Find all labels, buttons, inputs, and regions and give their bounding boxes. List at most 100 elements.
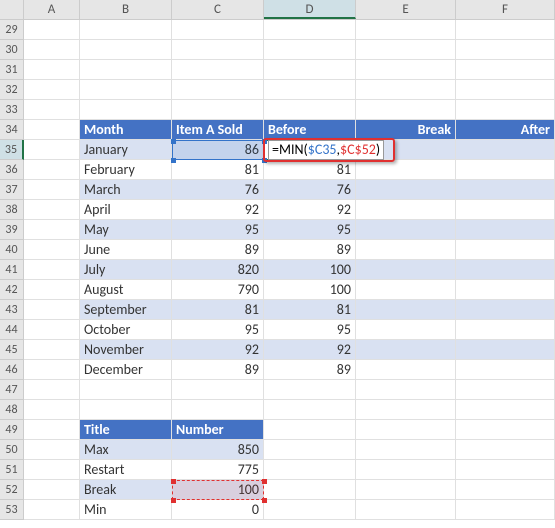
row-header-52[interactable]: 52 bbox=[0, 480, 24, 500]
cell-F44[interactable] bbox=[456, 320, 555, 340]
cell-C35[interactable]: 86 bbox=[172, 140, 264, 160]
cell-C51[interactable]: 775 bbox=[172, 460, 264, 480]
cell-D51[interactable] bbox=[264, 460, 356, 480]
row-header-53[interactable]: 53 bbox=[0, 500, 24, 520]
cell-D33[interactable] bbox=[264, 100, 356, 120]
cell-D32[interactable] bbox=[264, 80, 356, 100]
cell-C42[interactable]: 790 bbox=[172, 280, 264, 300]
cell-C30[interactable] bbox=[172, 40, 264, 60]
cell-E50[interactable] bbox=[356, 440, 456, 460]
cell-F52[interactable] bbox=[456, 480, 555, 500]
cell-B53[interactable]: Min bbox=[80, 500, 172, 520]
cell-B41[interactable]: July bbox=[80, 260, 172, 280]
cell-F40[interactable] bbox=[456, 240, 555, 260]
cell-C43[interactable]: 81 bbox=[172, 300, 264, 320]
cell-E36[interactable] bbox=[356, 160, 456, 180]
row-header-37[interactable]: 37 bbox=[0, 180, 24, 200]
cell-D35[interactable]: =MIN($C35,$C$52) bbox=[264, 140, 356, 160]
cell-B34[interactable]: Month bbox=[80, 120, 172, 140]
cell-C46[interactable]: 89 bbox=[172, 360, 264, 380]
cell-A36[interactable] bbox=[24, 160, 80, 180]
select-all-corner[interactable] bbox=[0, 0, 24, 19]
cell-C45[interactable]: 92 bbox=[172, 340, 264, 360]
cell-F45[interactable] bbox=[456, 340, 555, 360]
cell-E43[interactable] bbox=[356, 300, 456, 320]
cell-B40[interactable]: June bbox=[80, 240, 172, 260]
cell-E37[interactable] bbox=[356, 180, 456, 200]
row-header-48[interactable]: 48 bbox=[0, 400, 24, 420]
cell-F37[interactable] bbox=[456, 180, 555, 200]
cell-C31[interactable] bbox=[172, 60, 264, 80]
cell-A52[interactable] bbox=[24, 480, 80, 500]
row-header-34[interactable]: 34 bbox=[0, 120, 24, 140]
cell-D36[interactable]: 81 bbox=[264, 160, 356, 180]
row-header-29[interactable]: 29 bbox=[0, 20, 24, 40]
cell-A29[interactable] bbox=[24, 20, 80, 40]
cell-D44[interactable]: 95 bbox=[264, 320, 356, 340]
cell-B37[interactable]: March bbox=[80, 180, 172, 200]
cell-D42[interactable]: 100 bbox=[264, 280, 356, 300]
cell-E47[interactable] bbox=[356, 380, 456, 400]
row-header-41[interactable]: 41 bbox=[0, 260, 24, 280]
cell-D46[interactable]: 89 bbox=[264, 360, 356, 380]
cell-D40[interactable]: 89 bbox=[264, 240, 356, 260]
cell-F38[interactable] bbox=[456, 200, 555, 220]
cell-E49[interactable] bbox=[356, 420, 456, 440]
cell-A53[interactable] bbox=[24, 500, 80, 520]
cell-F48[interactable] bbox=[456, 400, 555, 420]
cell-A32[interactable] bbox=[24, 80, 80, 100]
row-header-32[interactable]: 32 bbox=[0, 80, 24, 100]
row-header-40[interactable]: 40 bbox=[0, 240, 24, 260]
cell-D45[interactable]: 92 bbox=[264, 340, 356, 360]
cell-F43[interactable] bbox=[456, 300, 555, 320]
cell-C47[interactable] bbox=[172, 380, 264, 400]
row-header-46[interactable]: 46 bbox=[0, 360, 24, 380]
cell-E39[interactable] bbox=[356, 220, 456, 240]
cell-B36[interactable]: February bbox=[80, 160, 172, 180]
cell-B29[interactable] bbox=[80, 20, 172, 40]
cell-B32[interactable] bbox=[80, 80, 172, 100]
cell-B42[interactable]: August bbox=[80, 280, 172, 300]
row-header-42[interactable]: 42 bbox=[0, 280, 24, 300]
row-header-38[interactable]: 38 bbox=[0, 200, 24, 220]
cell-F30[interactable] bbox=[456, 40, 555, 60]
cell-B49[interactable]: Title bbox=[80, 420, 172, 440]
cell-B51[interactable]: Restart bbox=[80, 460, 172, 480]
cell-E40[interactable] bbox=[356, 240, 456, 260]
cell-B50[interactable]: Max bbox=[80, 440, 172, 460]
row-header-35[interactable]: 35 bbox=[0, 140, 24, 160]
cell-C52[interactable]: 100 bbox=[172, 480, 264, 500]
cell-C34[interactable]: Item A Sold bbox=[172, 120, 264, 140]
cell-F33[interactable] bbox=[456, 100, 555, 120]
cell-E32[interactable] bbox=[356, 80, 456, 100]
cell-D48[interactable] bbox=[264, 400, 356, 420]
col-header-C[interactable]: C bbox=[172, 0, 264, 19]
cell-A47[interactable] bbox=[24, 380, 80, 400]
cell-C36[interactable]: 81 bbox=[172, 160, 264, 180]
row-header-44[interactable]: 44 bbox=[0, 320, 24, 340]
row-header-36[interactable]: 36 bbox=[0, 160, 24, 180]
cell-B43[interactable]: September bbox=[80, 300, 172, 320]
row-header-50[interactable]: 50 bbox=[0, 440, 24, 460]
row-header-51[interactable]: 51 bbox=[0, 460, 24, 480]
cell-E45[interactable] bbox=[356, 340, 456, 360]
cell-E41[interactable] bbox=[356, 260, 456, 280]
cell-D39[interactable]: 95 bbox=[264, 220, 356, 240]
cell-E31[interactable] bbox=[356, 60, 456, 80]
cell-A45[interactable] bbox=[24, 340, 80, 360]
cell-A46[interactable] bbox=[24, 360, 80, 380]
cell-B44[interactable]: October bbox=[80, 320, 172, 340]
cell-F39[interactable] bbox=[456, 220, 555, 240]
cell-C50[interactable]: 850 bbox=[172, 440, 264, 460]
cell-A48[interactable] bbox=[24, 400, 80, 420]
cell-E42[interactable] bbox=[356, 280, 456, 300]
cell-E34[interactable]: Break bbox=[356, 120, 456, 140]
cell-D37[interactable]: 76 bbox=[264, 180, 356, 200]
col-header-D[interactable]: D bbox=[264, 0, 356, 19]
cell-A38[interactable] bbox=[24, 200, 80, 220]
row-header-45[interactable]: 45 bbox=[0, 340, 24, 360]
cell-E33[interactable] bbox=[356, 100, 456, 120]
cell-E46[interactable] bbox=[356, 360, 456, 380]
cell-B33[interactable] bbox=[80, 100, 172, 120]
cell-D43[interactable]: 81 bbox=[264, 300, 356, 320]
